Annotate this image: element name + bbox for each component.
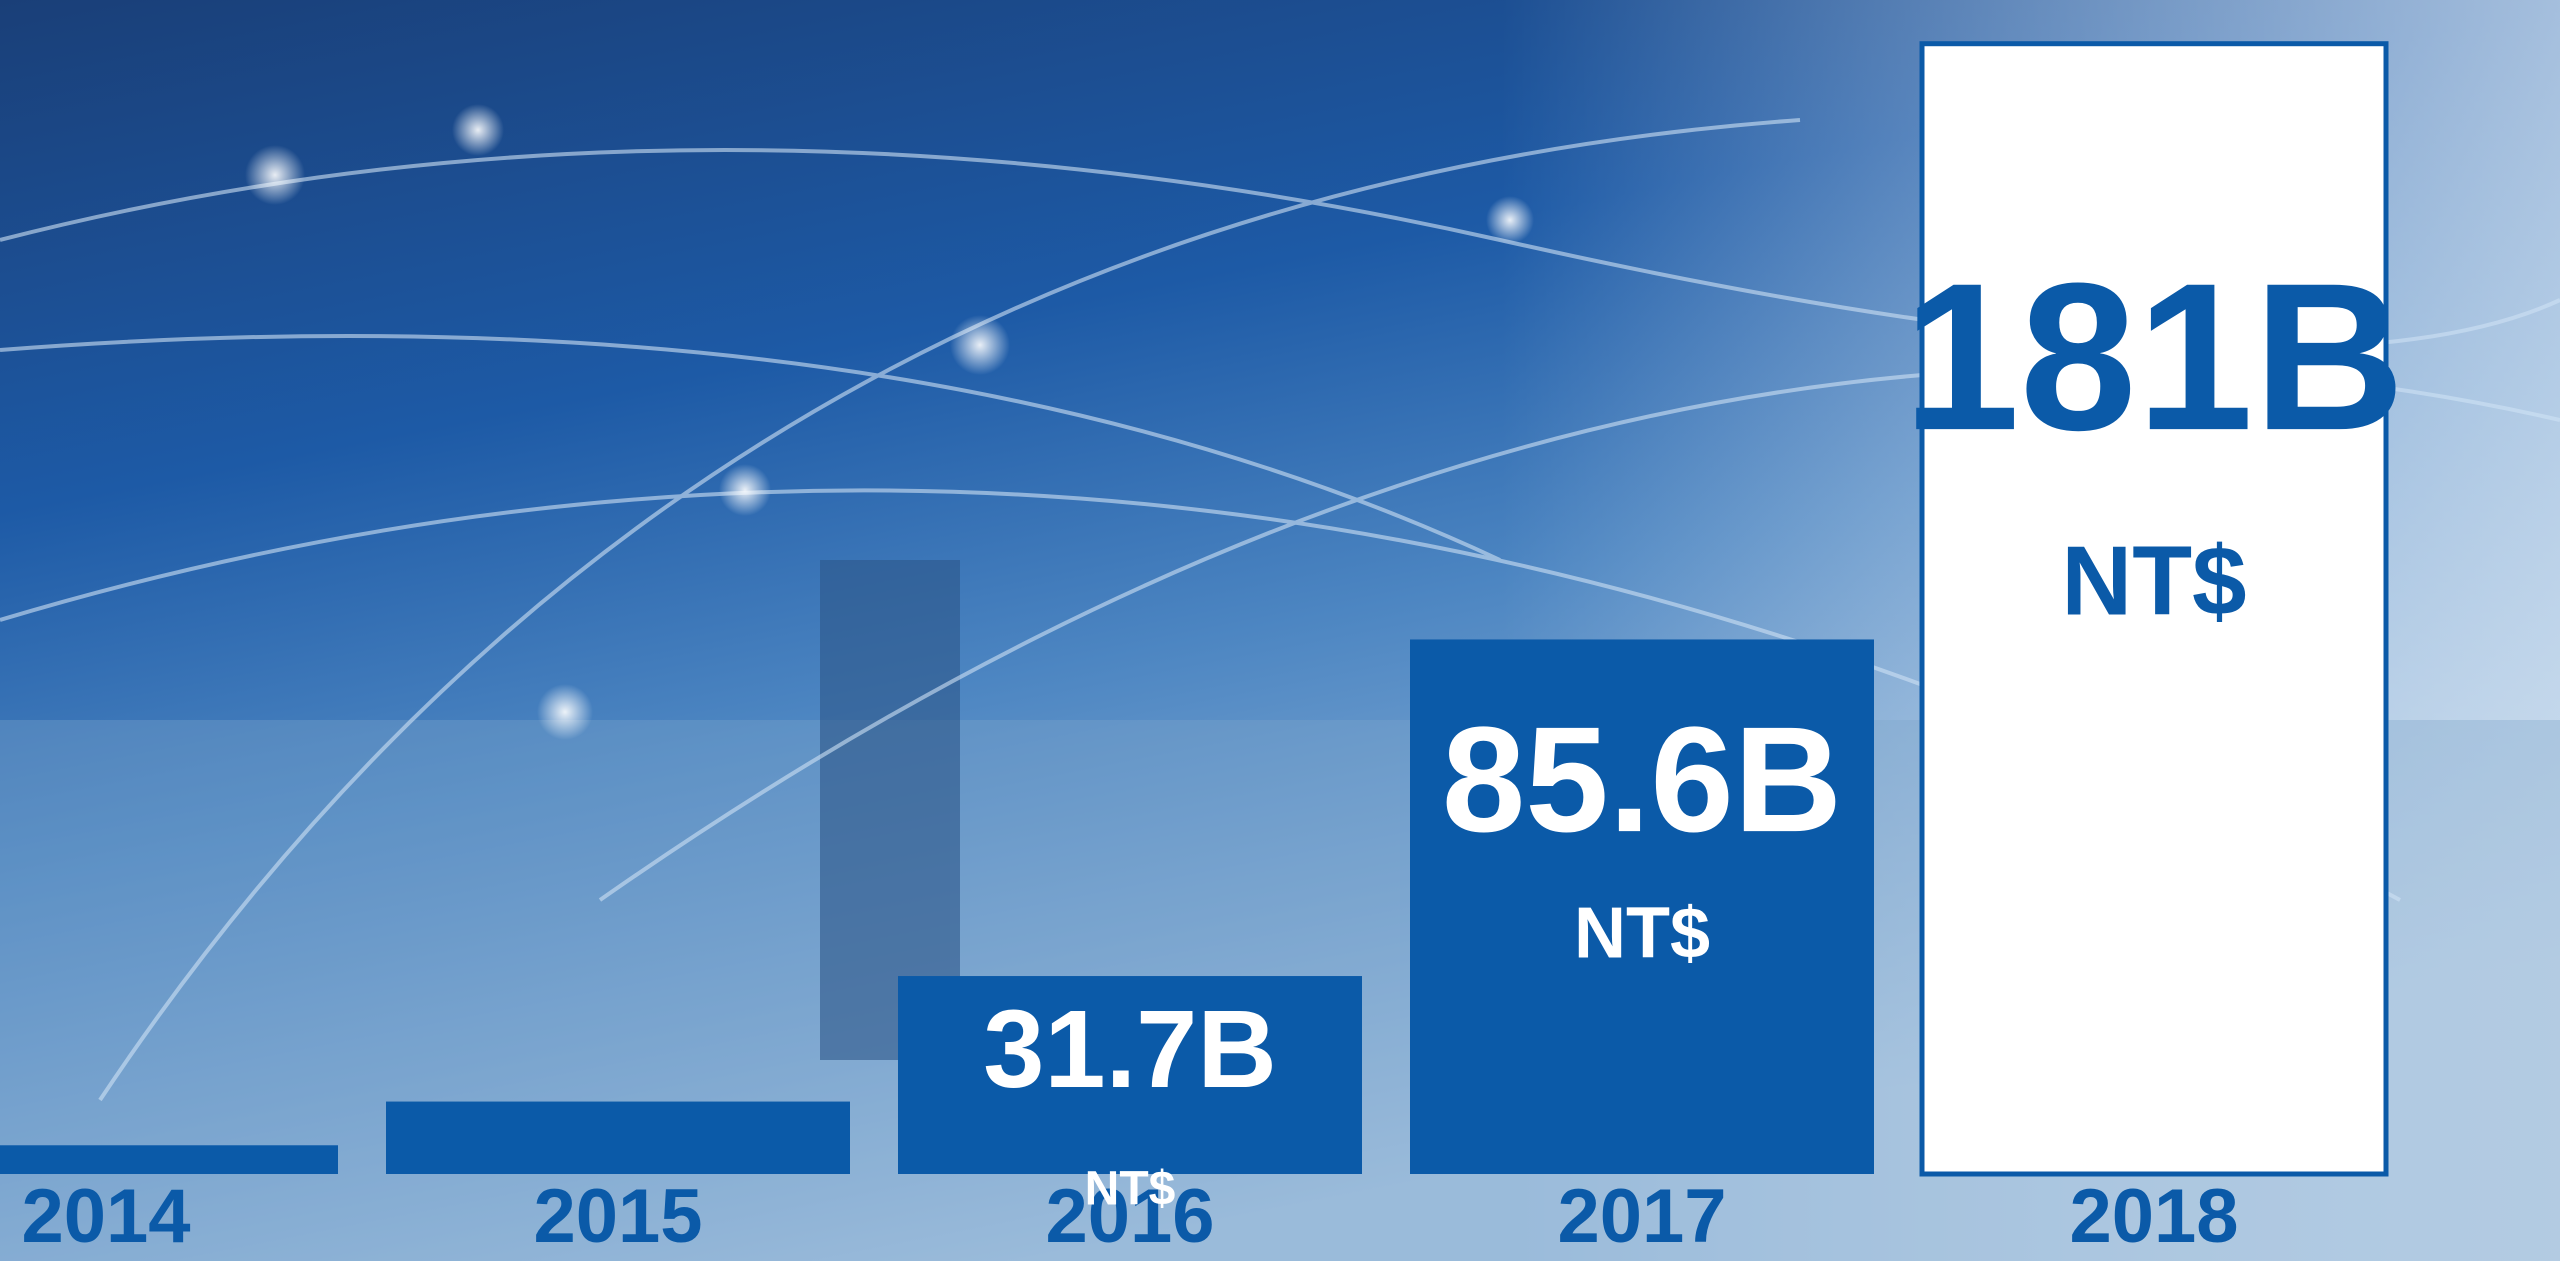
value-label: 31.7B <box>983 988 1277 1111</box>
unit-label: NT$ <box>1574 893 1710 973</box>
bar <box>0 1145 338 1174</box>
x-tick-label: 2017 <box>1557 1174 1726 1259</box>
bar <box>898 976 1362 1174</box>
unit-label: NT$ <box>1085 1163 1176 1216</box>
network-dots <box>245 104 1534 740</box>
x-tick-label: 2014 <box>21 1174 190 1259</box>
unit-label: NT$ <box>2061 526 2246 636</box>
bar <box>386 1101 850 1174</box>
value-label: 85.6B <box>1442 695 1842 863</box>
x-tick-label: 2015 <box>533 1174 702 1259</box>
bar <box>1919 41 2389 1177</box>
value-label: 181B <box>1903 239 2405 474</box>
x-tick-label: 2016 <box>1045 1174 1214 1259</box>
x-tick-label: 2018 <box>2069 1174 2238 1259</box>
bar <box>1410 639 1874 1174</box>
